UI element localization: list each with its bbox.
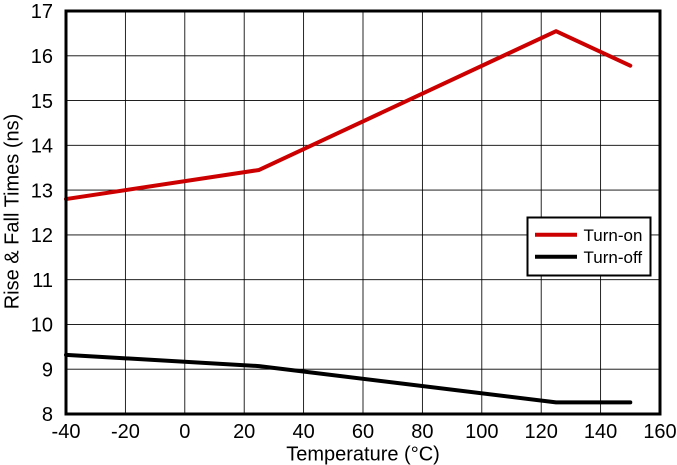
- svg-text:0: 0: [179, 421, 190, 443]
- svg-text:160: 160: [643, 421, 676, 443]
- svg-text:8: 8: [42, 404, 53, 426]
- svg-text:11: 11: [32, 270, 53, 292]
- svg-text:20: 20: [233, 421, 255, 443]
- svg-text:Temperature (°C): Temperature (°C): [286, 443, 440, 465]
- svg-text:120: 120: [525, 421, 558, 443]
- svg-text:80: 80: [411, 421, 433, 443]
- svg-text:Turn-off: Turn-off: [584, 248, 643, 267]
- svg-text:16: 16: [31, 46, 53, 68]
- svg-text:40: 40: [292, 421, 314, 443]
- svg-text:100: 100: [465, 421, 498, 443]
- svg-text:14: 14: [31, 136, 53, 158]
- svg-text:-40: -40: [52, 421, 81, 443]
- svg-text:15: 15: [31, 91, 53, 113]
- svg-text:Turn-on: Turn-on: [584, 226, 643, 245]
- svg-text:60: 60: [352, 421, 374, 443]
- svg-text:10: 10: [31, 315, 53, 337]
- svg-text:140: 140: [584, 421, 617, 443]
- svg-text:Rise & Fall Times (ns): Rise & Fall Times (ns): [1, 114, 23, 310]
- svg-text:-20: -20: [111, 421, 140, 443]
- svg-text:12: 12: [31, 225, 53, 247]
- svg-text:9: 9: [42, 359, 53, 381]
- svg-text:13: 13: [31, 180, 53, 202]
- svg-text:17: 17: [31, 1, 53, 23]
